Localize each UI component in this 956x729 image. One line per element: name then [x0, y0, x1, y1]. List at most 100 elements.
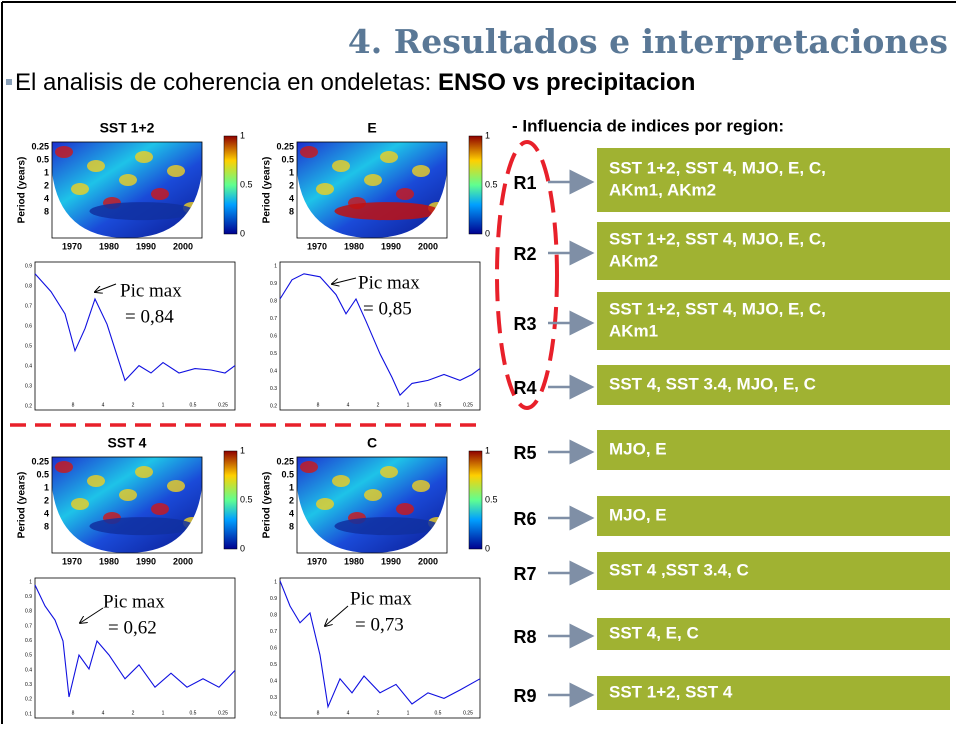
colorbar-tick: 0: [240, 228, 245, 238]
x-tick-label: 2: [377, 710, 380, 716]
x-tick-label: 1980: [344, 241, 364, 251]
x-tick-label: 2000: [418, 556, 438, 566]
y-tick-label: 0.2: [270, 403, 277, 409]
y-tick-label: 0.6: [25, 323, 32, 329]
x-tick-label: 1990: [136, 556, 156, 566]
y-tick-label: 0.3: [270, 386, 277, 392]
y-tick-label: 0.6: [270, 645, 277, 651]
y-tick-label: 4: [289, 508, 294, 518]
y-tick-label: 0.5: [270, 351, 277, 357]
region-indices: SST 4, SST 3.4, MJO, E, C: [609, 374, 816, 393]
x-tick-label: 0.5: [435, 710, 442, 716]
y-tick-label: 0.8: [270, 612, 277, 618]
coherence-patch: [396, 188, 414, 200]
y-tick-label: 2: [289, 180, 294, 190]
group-ellipse: [495, 140, 559, 410]
y-tick-label: 0.7: [270, 316, 277, 322]
colorbar-tick: 0.5: [485, 494, 498, 504]
y-tick-label: 0.25: [276, 456, 294, 466]
y-axis-label: Period (years): [17, 157, 28, 224]
y-tick-label: 0.3: [25, 383, 32, 389]
coherence-patch: [55, 146, 73, 158]
coherence-band: [89, 517, 195, 536]
coherence-patch: [71, 183, 89, 195]
annotation-label: Pic max: [358, 272, 420, 293]
x-tick-label: 0.5: [190, 710, 197, 716]
y-tick-label: 0.2: [25, 697, 32, 703]
x-tick-label: 0.5: [190, 402, 197, 408]
y-tick-label: 0.6: [25, 638, 32, 644]
region-label: R7: [513, 564, 536, 584]
x-tick-label: 0.25: [463, 402, 473, 408]
region-indices: SST 1+2, SST 4, MJO, E, C,: [609, 229, 826, 248]
cone-of-influence: [297, 172, 447, 239]
y-tick-label: 0.5: [36, 154, 49, 164]
region-box: [597, 552, 950, 590]
y-tick-label: 0.3: [270, 695, 277, 701]
coherence-patch: [412, 480, 430, 492]
coherence-patch: [364, 174, 382, 186]
x-tick-label: 4: [102, 710, 105, 716]
y-tick-label: 0.5: [281, 154, 294, 164]
colorbar-tick: 0.5: [240, 179, 253, 189]
region-heading: - Influencia de indices por region:: [512, 116, 784, 135]
x-tick-label: 1990: [136, 241, 156, 251]
y-tick-label: 0.4: [25, 363, 32, 369]
coherence-patch: [135, 151, 153, 163]
x-tick-label: 4: [102, 402, 105, 408]
region-indices: AKm1, AKm2: [609, 180, 716, 199]
y-tick-label: 0.9: [25, 263, 32, 269]
line-plot-frame: [34, 577, 236, 719]
region-label: R3: [513, 314, 536, 334]
y-tick-label: 8: [289, 206, 294, 216]
region-indices: MJO, E: [609, 439, 667, 458]
y-tick-label: 4: [44, 193, 49, 203]
x-tick-label: 1970: [307, 241, 327, 251]
y-tick-label: 0.2: [270, 711, 277, 717]
x-tick-label: 1970: [62, 556, 82, 566]
x-tick-label: 2: [132, 402, 135, 408]
y-tick-label: 1: [44, 167, 49, 177]
coherence-patch: [87, 475, 105, 487]
region-box: [597, 222, 950, 280]
y-tick-label: 0.25: [276, 141, 294, 151]
y-tick-label: 0.2: [25, 403, 32, 409]
line-plot-frame: [34, 261, 236, 411]
region-label: R9: [513, 686, 536, 706]
y-tick-label: 0.1: [25, 711, 32, 717]
y-tick-label: 8: [289, 521, 294, 531]
x-tick-label: 2: [132, 710, 135, 716]
y-tick-label: 0.25: [31, 456, 49, 466]
x-tick-label: 1: [407, 402, 410, 408]
y-tick-label: 0.7: [25, 303, 32, 309]
y-axis-label: Period (years): [262, 157, 273, 224]
colorbar-tick: 0: [485, 228, 490, 238]
colorbar: [468, 135, 483, 235]
coherence-patch: [332, 160, 350, 172]
annotation-value: = 0,62: [108, 617, 157, 638]
wavelet-frame: [51, 456, 203, 554]
cone-of-influence: [52, 487, 202, 554]
wavelet-frame: [51, 141, 203, 239]
x-tick-label: 1980: [99, 556, 119, 566]
y-tick-label: 8: [44, 521, 49, 531]
annotation-value: = 0,84: [125, 306, 174, 327]
coherence-curve: [279, 273, 481, 397]
x-tick-label: 1970: [62, 241, 82, 251]
colorbar: [223, 450, 238, 550]
coherence-patch: [396, 503, 414, 515]
x-tick-label: 1: [407, 710, 410, 716]
coherence-curve: [279, 580, 481, 709]
line-plot-frame: [279, 261, 481, 411]
x-tick-label: 0.5: [435, 402, 442, 408]
colorbar-tick: 1: [485, 445, 490, 455]
coherence-band: [89, 202, 195, 221]
region-box: [597, 148, 950, 212]
y-tick-label: 2: [289, 495, 294, 505]
region-label: R2: [513, 244, 536, 264]
x-tick-label: 2000: [173, 556, 193, 566]
y-tick-label: 0.4: [270, 678, 277, 684]
region-indices: SST 1+2, SST 4, MJO, E, C,: [609, 158, 826, 177]
x-tick-label: 8: [72, 402, 75, 408]
